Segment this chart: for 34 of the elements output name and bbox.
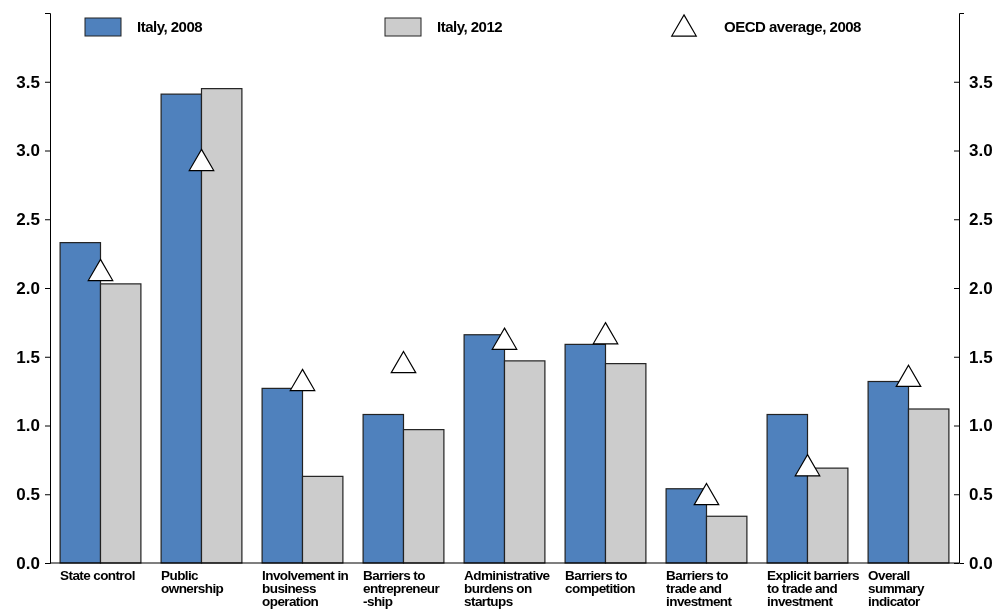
x-tick-label: Administrative burdens on startups [464, 568, 551, 609]
y-tick-label: 1.5 [16, 347, 40, 367]
y-tick-label: 2.5 [16, 210, 40, 230]
x-tick-label: State control [60, 568, 135, 583]
y-tick-label: 2.0 [16, 278, 40, 298]
legend-label: Italy, 2012 [437, 18, 503, 35]
point [87, 258, 114, 282]
x-tick-label: Explicit barriers to trade and investment [767, 568, 860, 609]
x-tick-label: Barriers to competition [565, 568, 636, 596]
point [491, 327, 518, 350]
y2-tick-label: 3.0 [969, 141, 993, 161]
y2-tick-label: 0.0 [969, 553, 993, 573]
x-tick-label: Overall summary indicator [868, 568, 926, 609]
point [188, 148, 215, 172]
point [794, 454, 821, 477]
x-tick-label: Involvement in business operation [262, 568, 349, 609]
y-tick-label: 1.0 [16, 416, 40, 436]
y-tick-label: 0.0 [16, 553, 40, 573]
point [895, 364, 922, 388]
point [693, 482, 720, 506]
y2-tick-label: 1.5 [969, 347, 993, 367]
y2-tick-label: 1.0 [969, 416, 993, 436]
y2-tick-label: 2.0 [969, 278, 993, 298]
x-tick-label: Barriers to trade and investment [666, 568, 733, 609]
x-tick-label: Barriers to entrepreneur -ship [363, 568, 441, 609]
y2-tick-label: 3.5 [969, 72, 993, 92]
y-tick-label: 0.5 [16, 485, 40, 505]
y-tick-label: 3.5 [16, 72, 40, 92]
x-tick-label: Public ownership [161, 568, 224, 596]
legend-label: Italy, 2008 [137, 18, 203, 35]
y-tick-label: 3.0 [16, 141, 40, 161]
y2-tick-label: 2.5 [969, 210, 993, 230]
legend-label: OECD average, 2008 [724, 18, 862, 35]
y2-tick-label: 0.5 [969, 485, 993, 505]
